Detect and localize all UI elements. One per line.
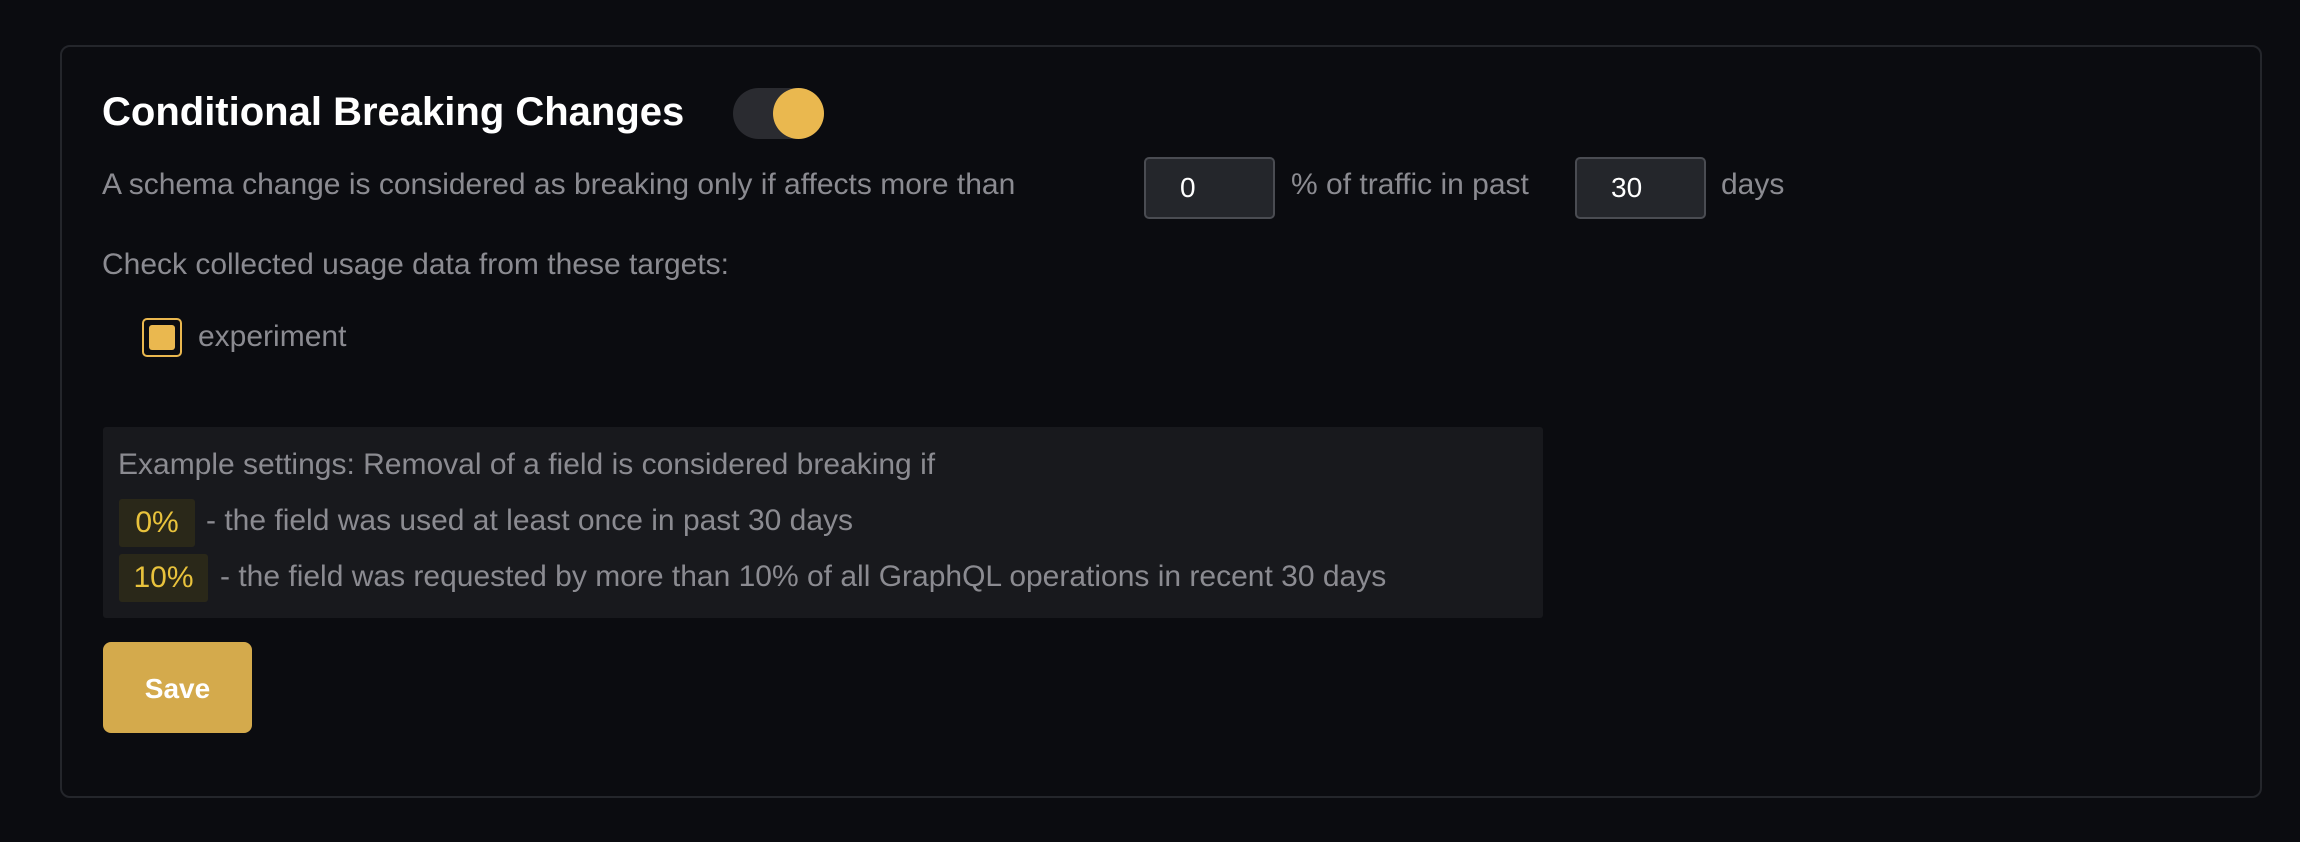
- example-badge-1: 10%: [119, 554, 208, 602]
- conditional-breaking-changes-card: [60, 45, 2262, 798]
- description-suffix: days: [1721, 168, 1785, 201]
- toggle-knob: [773, 88, 824, 139]
- example-text-0: - the field was used at least once in pa…: [206, 504, 854, 537]
- target-checkbox-experiment[interactable]: [142, 318, 182, 357]
- section-title: Conditional Breaking Changes: [102, 90, 685, 134]
- percentage-input[interactable]: [1144, 157, 1275, 219]
- description-prefix: A schema change is considered as breakin…: [102, 168, 1016, 201]
- description-middle: % of traffic in past: [1291, 168, 1529, 201]
- save-button[interactable]: Save: [103, 642, 252, 733]
- checkbox-checked-mark: [149, 325, 175, 350]
- example-heading: Example settings: Removal of a field is …: [118, 448, 936, 481]
- target-label-experiment: experiment: [198, 320, 347, 353]
- example-settings-box: [103, 427, 1543, 618]
- days-input[interactable]: [1575, 157, 1706, 219]
- example-text-1: - the field was requested by more than 1…: [220, 560, 1387, 593]
- targets-label: Check collected usage data from these ta…: [102, 248, 730, 281]
- example-badge-0: 0%: [119, 499, 195, 547]
- enable-toggle[interactable]: [733, 88, 824, 139]
